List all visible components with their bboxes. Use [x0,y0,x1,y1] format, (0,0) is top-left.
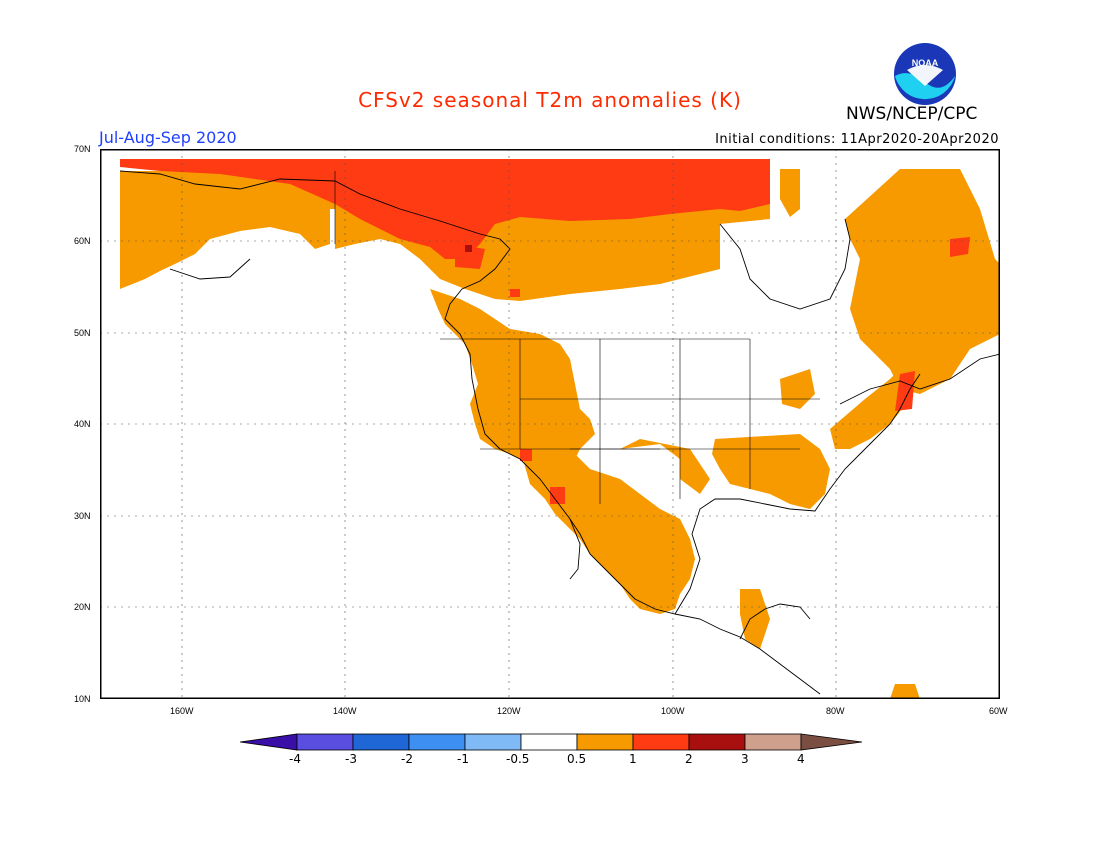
colorbar-swatch [744,733,802,751]
colorbar-label: 2 [685,752,693,766]
political-borders [334,171,820,504]
colorbar-swatch [464,733,522,751]
colorbar-label: 0.5 [567,752,587,766]
colorbar-label: 3 [741,752,749,766]
lat-label-20n: 20N [74,602,91,612]
lat-label-50n: 50N [74,328,91,338]
map-title: CFSv2 seasonal T2m anomalies (K) [358,88,742,112]
colorbar-arrow-low [239,733,298,751]
lat-label-40n: 40N [74,419,91,429]
anomaly-shading [120,159,1000,699]
lat-label-30n: 30N [74,511,91,521]
agency-label: NWS/NCEP/CPC [846,104,978,124]
lon-label-100w: 100W [661,706,685,716]
initial-conditions: Initial conditions: 11Apr2020-20Apr2020 [715,132,999,147]
svg-text:NOAA: NOAA [912,58,939,68]
lon-label-80w: 80W [826,706,845,716]
lat-label-60n: 60N [74,236,91,246]
colorbar-swatch [296,733,354,751]
colorbar-swatch [632,733,690,751]
lon-label-140w: 140W [333,706,357,716]
colorbar-swatch [352,733,410,751]
colorbar-label: 4 [797,752,805,766]
graticule [100,149,1000,699]
colorbar-label: -3 [345,752,357,766]
coastlines [119,170,1000,695]
lat-label-70n: 70N [74,144,91,154]
forecast-period: Jul-Aug-Sep 2020 [99,128,237,147]
colorbar-label: -2 [401,752,413,766]
colorbar-label: -4 [289,752,301,766]
lon-label-160w: 160W [170,706,194,716]
colorbar-swatch [576,733,634,751]
colorbar-swatch [520,733,578,751]
map-frame [100,149,1000,699]
colorbar-swatch [408,733,466,751]
anomaly-map [100,149,1000,699]
lon-label-120w: 120W [497,706,521,716]
lon-label-60w: 60W [989,706,1008,716]
colorbar-swatch [688,733,746,751]
lat-label-10n: 10N [74,694,91,704]
colorbar [239,733,863,751]
colorbar-label: -0.5 [506,752,530,766]
colorbar-label: 1 [629,752,637,766]
noaa-logo: NOAA [894,43,956,105]
colorbar-arrow-high [800,733,863,751]
colorbar-label: -1 [457,752,469,766]
